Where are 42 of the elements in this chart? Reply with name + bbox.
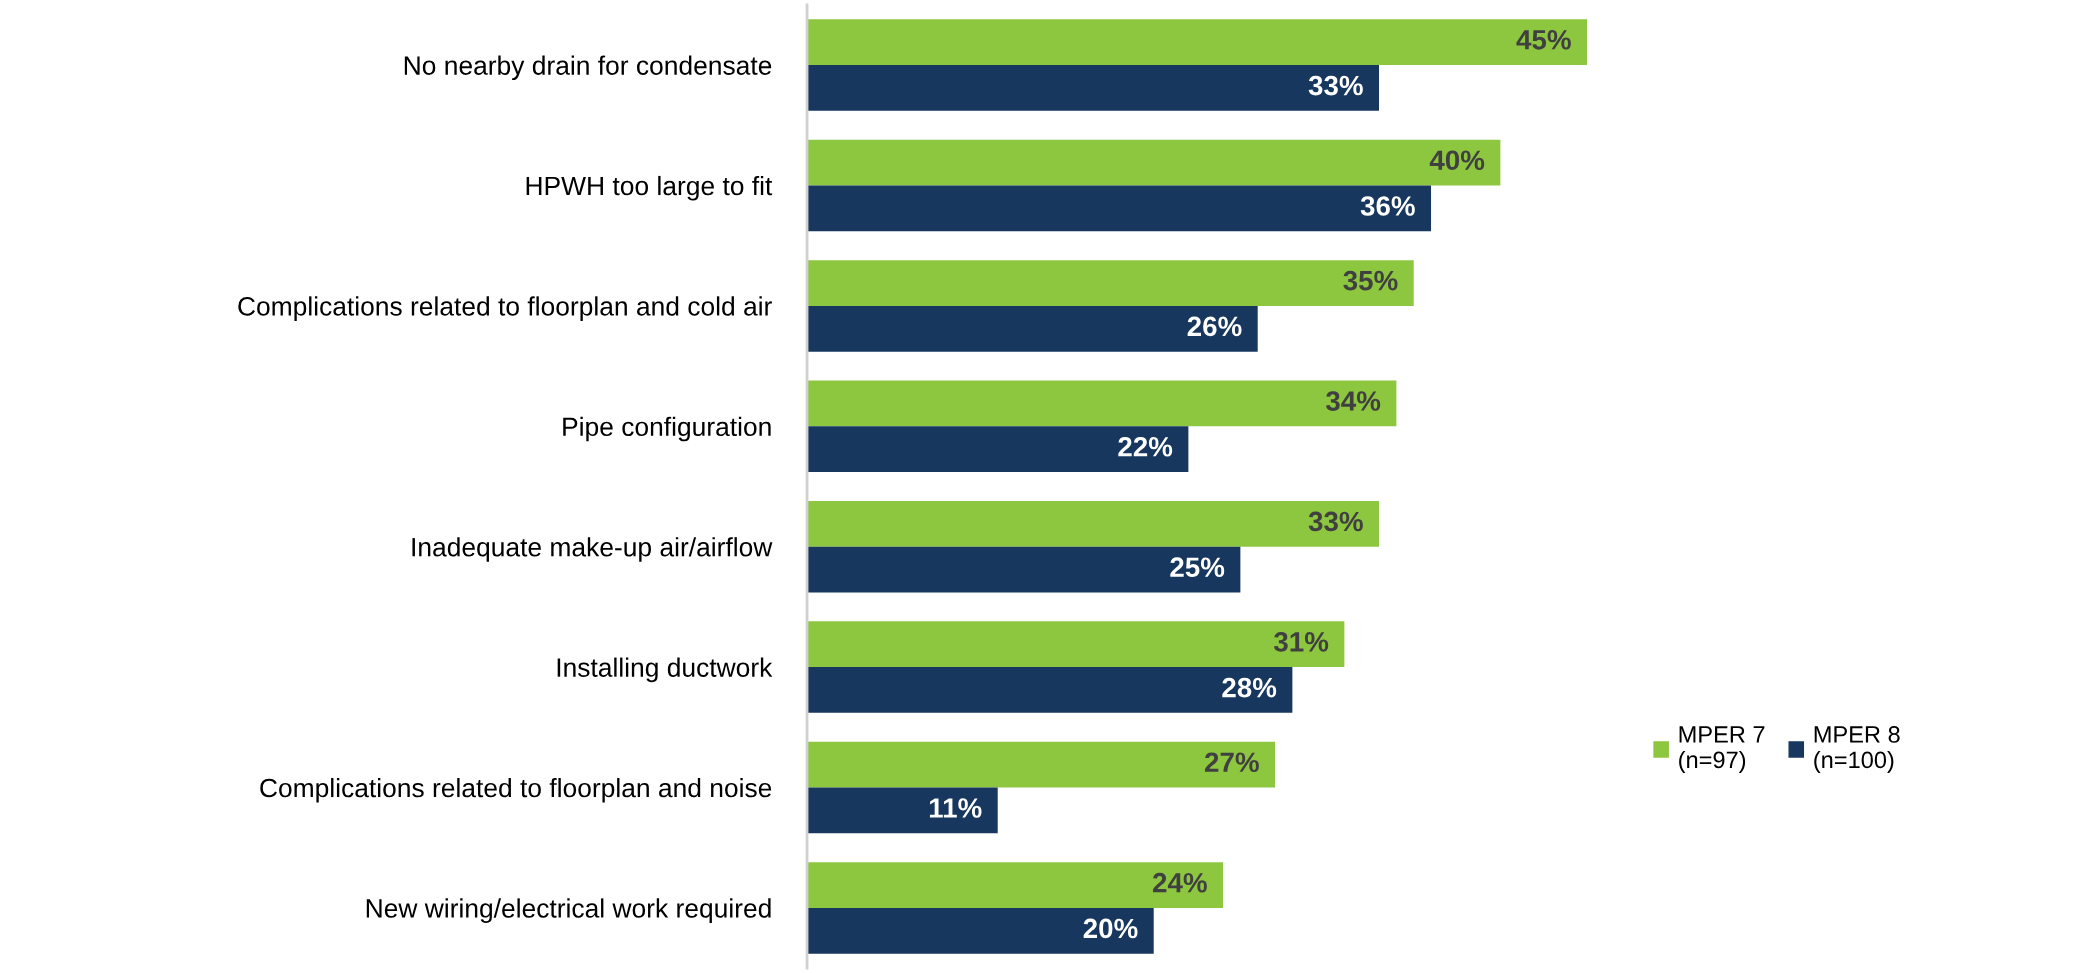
bar (807, 862, 1224, 908)
bar (807, 65, 1380, 111)
legend-label: MPER 7 (n=97) (1679, 726, 1765, 773)
y-tick-label: HPWH too large to fit (526, 175, 773, 201)
data-label: 33% (1308, 511, 1363, 532)
bar (807, 426, 1189, 473)
data-label: 28% (1222, 677, 1277, 698)
data-label: 24% (1152, 872, 1207, 893)
bar (807, 305, 1258, 352)
data-label: 34% (1325, 391, 1381, 411)
data-label: 33% (1308, 75, 1363, 96)
bar (807, 546, 1241, 593)
data-label: 11% (929, 798, 982, 818)
bar (807, 907, 1154, 954)
data-label: 27% (1204, 752, 1259, 773)
bar (807, 621, 1345, 668)
data-label: 40% (1429, 150, 1485, 171)
bar (807, 260, 1414, 306)
y-tick-label: Complications related to floorplan and cold air (238, 296, 772, 321)
data-label: 45% (1516, 30, 1571, 50)
legend-label: MPER 8 (n=100) (1814, 726, 1900, 773)
y-tick-label: Pipe configuration (563, 416, 771, 442)
bar (807, 185, 1432, 232)
y-tick-label: Complications related to floorplan and noise (260, 777, 772, 803)
data-label: 25% (1170, 557, 1225, 578)
bar (807, 500, 1380, 547)
y-tick-label: Inadequate make-up air/airflow (412, 537, 773, 562)
bar (807, 667, 1293, 713)
bar (807, 139, 1501, 186)
bar (807, 380, 1397, 427)
bar (807, 787, 998, 834)
bar (807, 741, 1276, 788)
data-label: 26% (1187, 316, 1242, 337)
data-label: 20% (1083, 918, 1138, 939)
data-label: 36% (1360, 196, 1415, 216)
y-tick-label: Installing ductwork (557, 657, 773, 683)
data-label: 31% (1273, 632, 1329, 652)
y-tick-label: No nearby drain for condensate (404, 55, 772, 81)
data-label: 35% (1343, 270, 1398, 291)
data-label: 22% (1118, 436, 1173, 457)
y-tick-label: New wiring/electrical work required (366, 898, 771, 923)
bar (807, 19, 1588, 66)
